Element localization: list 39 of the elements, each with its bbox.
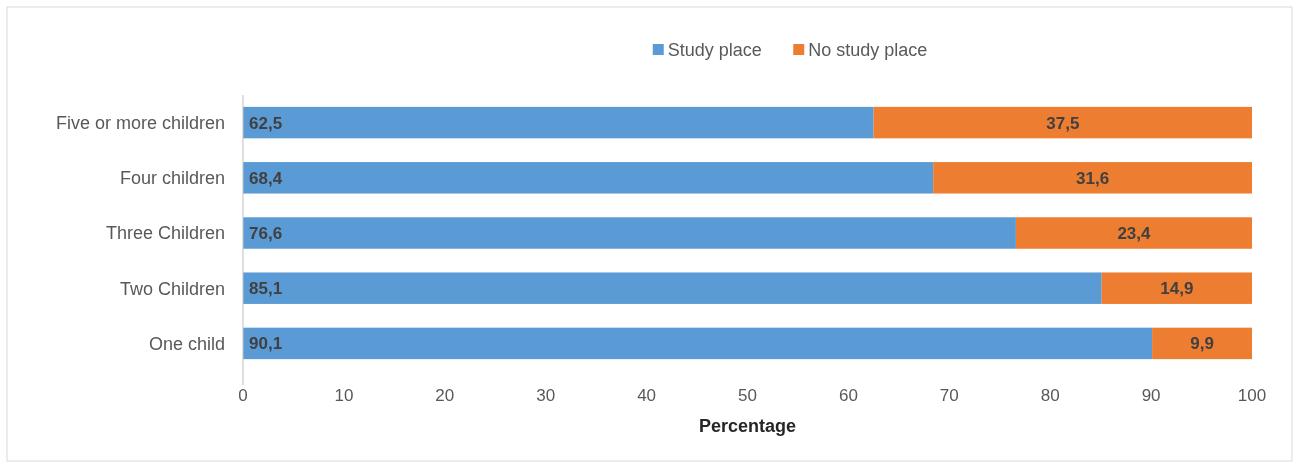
data-label: 9,9 bbox=[1190, 334, 1214, 354]
x-tick-label: 10 bbox=[334, 386, 354, 405]
data-label: 31,6 bbox=[1076, 168, 1110, 188]
x-tick-label: 90 bbox=[1141, 386, 1161, 405]
bar bbox=[243, 217, 1016, 249]
y-tick-label: One child bbox=[148, 333, 225, 354]
y-tick-label: Three Children bbox=[105, 223, 225, 244]
bar bbox=[243, 106, 874, 139]
x-tick-label: 0 bbox=[238, 386, 248, 405]
data-label: 85,1 bbox=[249, 279, 283, 299]
x-tick-label: 30 bbox=[536, 386, 556, 405]
x-tick-label: 50 bbox=[738, 386, 757, 405]
x-tick-label: 20 bbox=[435, 386, 455, 405]
bar bbox=[1152, 327, 1252, 360]
x-tick-label: 70 bbox=[939, 386, 959, 405]
bar bbox=[1015, 217, 1252, 249]
bar bbox=[243, 162, 934, 194]
y-tick-label: Two Children bbox=[119, 278, 225, 299]
bar bbox=[243, 272, 1102, 304]
data-label: 68,4 bbox=[249, 168, 283, 188]
x-tick-label: 100 bbox=[1237, 386, 1267, 405]
bar bbox=[873, 106, 1252, 139]
bar bbox=[243, 327, 1153, 360]
data-label: 62,5 bbox=[249, 113, 283, 133]
x-tick-label: 40 bbox=[637, 386, 657, 405]
legend-label: Study place bbox=[667, 40, 762, 61]
data-label: 76,6 bbox=[249, 223, 283, 243]
data-label: 37,5 bbox=[1046, 113, 1080, 133]
bar bbox=[1101, 272, 1252, 304]
y-tick-label: Four children bbox=[119, 168, 225, 189]
data-label: 90,1 bbox=[249, 334, 283, 354]
x-tick-label: 80 bbox=[1040, 386, 1060, 405]
y-tick-label: Five or more children bbox=[55, 112, 225, 133]
data-label: 23,4 bbox=[1117, 223, 1152, 243]
x-axis-title: Percentage bbox=[698, 416, 797, 436]
legend-label: No study place bbox=[808, 40, 928, 61]
data-label: 14,9 bbox=[1160, 279, 1194, 299]
bar bbox=[933, 162, 1252, 194]
x-tick-label: 60 bbox=[838, 386, 858, 405]
